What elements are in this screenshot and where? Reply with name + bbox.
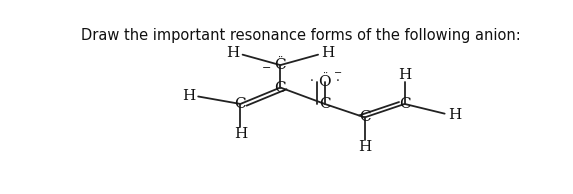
Text: H: H (448, 108, 461, 122)
Text: H: H (398, 68, 411, 82)
Text: C: C (234, 97, 246, 111)
Text: ··: ·· (321, 69, 328, 78)
Text: −: − (334, 69, 342, 78)
Text: ·: · (336, 75, 340, 88)
Text: O: O (319, 74, 331, 88)
Text: C: C (359, 110, 371, 124)
Text: C: C (319, 97, 331, 111)
Text: H: H (234, 127, 247, 141)
Text: Draw the important resonance forms of the following anion:: Draw the important resonance forms of th… (80, 28, 520, 43)
Text: ··: ·· (277, 52, 284, 61)
Text: H: H (226, 46, 240, 60)
Text: ·: · (309, 75, 313, 88)
Text: C: C (274, 81, 286, 94)
Text: H: H (358, 139, 371, 153)
Text: H: H (321, 46, 335, 60)
Text: C: C (399, 97, 410, 111)
Text: C: C (274, 58, 286, 72)
Text: −: − (261, 63, 271, 73)
Text: H: H (182, 89, 195, 103)
